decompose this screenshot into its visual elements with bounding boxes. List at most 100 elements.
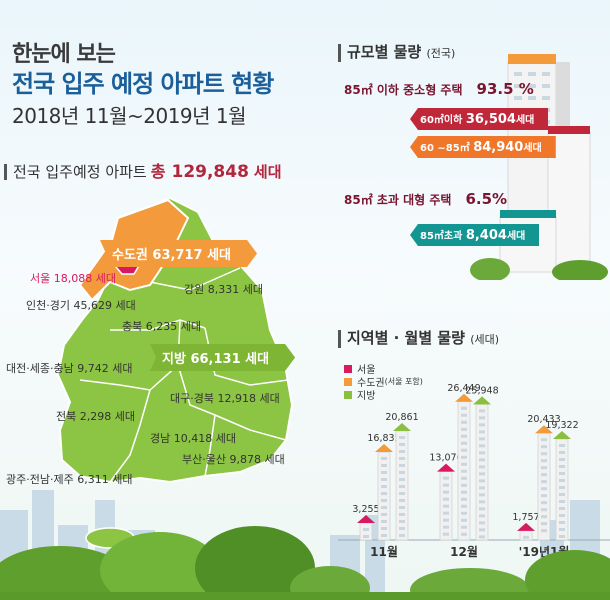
over85-label: 85㎡초과 xyxy=(420,231,463,242)
bar-window xyxy=(559,528,565,532)
bar-window xyxy=(381,492,387,496)
label-chungbuk: 충북 6,235 세대 xyxy=(122,320,201,333)
bar-window xyxy=(399,449,405,453)
bar-value-label: 1,757 xyxy=(512,512,539,523)
bar-roof-수도권-2 xyxy=(535,425,553,434)
bar-window xyxy=(479,535,485,539)
bar-window xyxy=(399,512,405,516)
legend-item-local: 지방 xyxy=(344,388,423,402)
bar-roof-지방-1 xyxy=(473,396,491,405)
bar-window xyxy=(443,532,449,536)
bar-window xyxy=(479,465,485,469)
chart-legend: 서울 수도권 (서울 포함) 지방 xyxy=(344,362,423,402)
bar-window xyxy=(479,486,485,490)
bar-window xyxy=(541,494,547,498)
bar-window xyxy=(559,444,565,448)
label-busan: 부산·울산 9,878 세대 xyxy=(182,453,285,466)
bar-window xyxy=(461,518,467,522)
bar-window xyxy=(479,423,485,427)
category-label: 12월 xyxy=(450,544,478,559)
bar-window xyxy=(399,505,405,509)
bar-value-label: 3,255 xyxy=(352,504,379,515)
bar-window xyxy=(559,507,565,511)
bar-서울-2 xyxy=(519,530,533,541)
map-title: 전국 입주예정 아파트 xyxy=(13,163,147,181)
bar-window xyxy=(443,504,449,508)
label-gwangju: 광주·전남·제주 6,311 세대 xyxy=(6,473,133,486)
period: 2018년 11월~2019년 1월 xyxy=(12,104,247,128)
chart-title-unit: (세대) xyxy=(470,333,500,346)
bar-value-label: 25,948 xyxy=(465,385,498,396)
bar-window xyxy=(443,476,449,480)
chart-title: 지역별 · 월별 물량 xyxy=(347,329,465,347)
bar-window xyxy=(479,437,485,441)
bar-window xyxy=(461,490,467,494)
bar-roof-수도권-1 xyxy=(455,393,473,402)
bar-window xyxy=(541,466,547,470)
over85-ribbon: 85㎡초과 8,404세대 xyxy=(410,224,540,246)
bar-window xyxy=(381,520,387,524)
legend-swatch-seoul xyxy=(344,364,352,373)
bar-value-label: 16,835 xyxy=(367,433,400,444)
bar-window xyxy=(479,472,485,476)
bar-roof-서울-0 xyxy=(357,514,375,523)
bar-window xyxy=(559,486,565,490)
bar-window xyxy=(541,508,547,512)
bar-window xyxy=(461,406,467,410)
bar-window xyxy=(541,529,547,533)
legend-label-capital: 수도권 xyxy=(357,378,385,389)
bar-window xyxy=(381,534,387,538)
mid-value: 84,940 xyxy=(473,140,524,155)
bar-window xyxy=(479,458,485,462)
bar-window xyxy=(559,521,565,525)
bar-window xyxy=(443,511,449,515)
bar-window xyxy=(461,497,467,501)
title-line1: 한눈에 보는 xyxy=(12,42,116,67)
bar-window xyxy=(559,514,565,518)
mid-unit: 세대 xyxy=(523,143,542,154)
size-section-title: 규모별 물량 (전국) xyxy=(338,44,455,62)
legend-item-capital: 수도권 (서울 포함) xyxy=(344,375,423,389)
bar-window xyxy=(559,472,565,476)
bar-window xyxy=(461,427,467,431)
label-jeonbuk: 전북 2,298 세대 xyxy=(56,410,135,423)
bar-window xyxy=(523,535,529,539)
local-ribbon: 지방 66,131 세대 xyxy=(150,344,295,371)
bar-window xyxy=(559,493,565,497)
bar-window xyxy=(381,513,387,517)
bar-window xyxy=(381,506,387,510)
size-large-pct: 6.5% xyxy=(465,190,508,208)
bar-window xyxy=(399,526,405,530)
label-gangwon: 강원 8,331 세대 xyxy=(184,283,263,296)
bar-window xyxy=(381,499,387,503)
bar-window xyxy=(399,442,405,446)
bar-window xyxy=(381,464,387,468)
chart-section-title: 지역별 · 월별 물량 (세대) xyxy=(338,330,499,348)
bar-window xyxy=(479,514,485,518)
bar-window xyxy=(461,420,467,424)
bar-window xyxy=(399,498,405,502)
bar-window xyxy=(443,518,449,522)
bar-value-label: 20,861 xyxy=(385,412,418,423)
category-label: 11월 xyxy=(370,544,398,559)
bar-window xyxy=(443,483,449,487)
bar-window xyxy=(399,519,405,523)
total-prefix: 총 xyxy=(150,162,166,181)
size-title: 규모별 물량 xyxy=(347,43,422,61)
bar-window xyxy=(541,480,547,484)
legend-swatch-local xyxy=(344,390,352,399)
total-unit: 세대 xyxy=(253,163,282,181)
bar-roof-서울-1 xyxy=(437,463,455,472)
bar-window xyxy=(479,521,485,525)
label-seoul: 서울 18,088 세대 xyxy=(30,272,116,285)
bar-window xyxy=(559,479,565,483)
total-value: 129,848 xyxy=(171,162,249,182)
bar-window xyxy=(541,522,547,526)
title-line2: 전국 입주 예정 아파트 현황 xyxy=(12,70,274,98)
over85-value: 8,404 xyxy=(465,228,507,243)
bar-window xyxy=(479,451,485,455)
label-daejeon: 대전·세종·충남 9,742 세대 xyxy=(6,362,133,375)
bar-window xyxy=(399,463,405,467)
map-section-title: 전국 입주예정 아파트 총 129,848 세대 xyxy=(4,162,282,182)
